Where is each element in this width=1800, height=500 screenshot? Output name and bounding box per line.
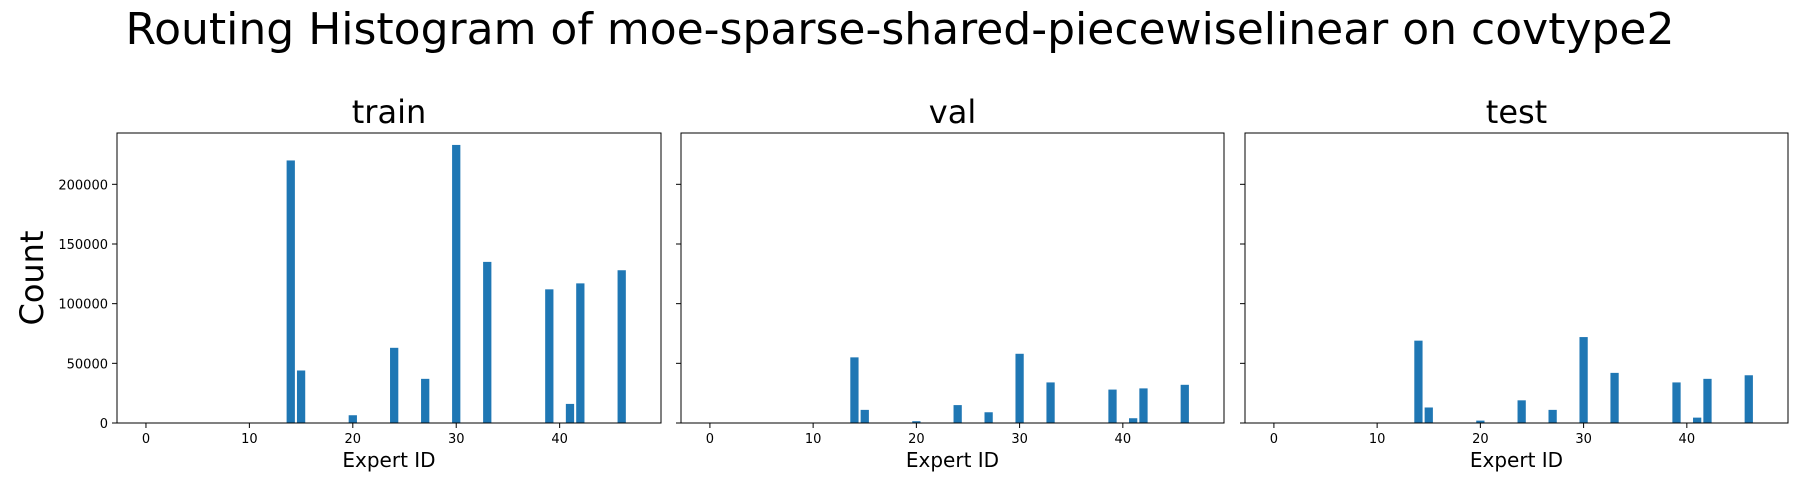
x-axis-label-val: Expert ID [906,448,999,472]
x-tick-label: 20 [345,432,362,447]
panel-title-val: val [929,93,976,131]
bar-train-expert-30 [452,144,461,424]
bar-val-expert-14 [850,357,859,423]
bar-test-expert-46 [1744,375,1753,423]
bar-train-expert-41 [565,403,575,423]
x-tick-label: 0 [706,432,714,447]
bar-train-expert-14 [286,160,295,424]
x-tick-label: 40 [1115,432,1132,447]
axes-frame-val [680,132,1225,424]
bar-test-expert-39 [1672,382,1681,423]
x-tick-label: 30 [448,432,465,447]
bar-train-expert-46 [617,270,626,423]
bar-test-expert-20 [1476,420,1485,423]
bar-train-expert-33 [483,261,492,423]
y-tick-label: 150000 [58,238,108,253]
y-tick-label: 200000 [58,178,108,193]
bar-test-expert-15 [1424,407,1433,423]
x-tick-label: 0 [1270,432,1278,447]
bar-test-expert-30 [1579,337,1588,423]
bar-train-expert-20 [348,415,357,423]
bar-val-expert-41 [1129,418,1138,423]
x-tick-label: 30 [1011,432,1028,447]
panel-title-train: train [352,93,426,131]
bar-val-expert-20 [912,421,921,423]
axes-frame-train [116,132,662,424]
bar-test-expert-27 [1548,409,1557,423]
bar-test-expert-14 [1414,340,1423,423]
bar-val-expert-39 [1108,389,1117,423]
bar-train-expert-39 [545,289,554,423]
x-tick-label: 20 [1472,432,1489,447]
bar-val-expert-24 [953,405,962,423]
x-axis-label-train: Expert ID [342,448,435,472]
axes-frame-test [1244,132,1789,424]
bar-val-expert-27 [984,412,993,423]
bar-test-expert-41 [1693,417,1702,423]
panel-title-test: test [1486,93,1547,131]
x-tick-label: 30 [1575,432,1592,447]
bar-train-expert-15 [296,370,306,423]
bar-val-expert-46 [1180,384,1189,423]
bar-test-expert-42 [1703,378,1712,423]
bar-val-expert-42 [1139,388,1148,423]
y-tick-label: 0 [100,417,108,432]
figure-title: Routing Histogram of moe-sparse-shared-p… [125,4,1675,55]
y-tick-label: 100000 [58,298,108,313]
x-tick-label: 10 [1369,432,1386,447]
x-tick-label: 10 [241,432,258,447]
bar-test-expert-24 [1517,400,1526,423]
bar-train-expert-42 [576,283,585,423]
bar-val-expert-33 [1046,382,1055,423]
bar-train-expert-24 [390,347,399,423]
bar-train-expert-27 [421,378,430,423]
x-tick-label: 0 [142,432,150,447]
x-tick-label: 10 [805,432,822,447]
bar-val-expert-30 [1015,353,1024,423]
bar-val-expert-15 [860,409,869,423]
x-tick-label: 20 [908,432,925,447]
y-tick-label: 50000 [67,357,108,372]
bar-test-expert-33 [1610,372,1619,423]
x-tick-label: 40 [551,432,568,447]
x-axis-label-test: Expert ID [1470,448,1563,472]
x-tick-label: 40 [1679,432,1696,447]
